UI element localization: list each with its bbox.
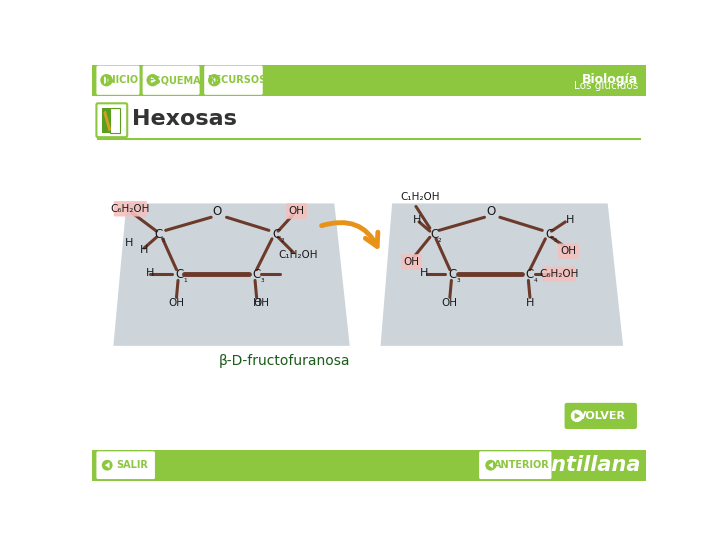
Polygon shape [575, 413, 581, 419]
FancyBboxPatch shape [558, 244, 579, 259]
Text: H: H [125, 239, 133, 248]
FancyBboxPatch shape [564, 403, 637, 429]
Polygon shape [212, 76, 218, 84]
Text: H: H [420, 268, 428, 278]
Text: ₁: ₁ [183, 275, 186, 284]
Text: C: C [449, 268, 457, 281]
Text: C: C [176, 268, 184, 281]
Text: H: H [140, 245, 148, 254]
Text: ₃: ₃ [260, 275, 264, 284]
Text: O: O [486, 205, 495, 218]
Circle shape [100, 74, 112, 86]
FancyBboxPatch shape [143, 65, 199, 95]
Polygon shape [381, 204, 623, 346]
Text: ₂: ₂ [438, 235, 441, 244]
Circle shape [571, 410, 583, 422]
FancyArrowPatch shape [322, 222, 378, 246]
Text: ANTERIOR: ANTERIOR [494, 460, 549, 470]
FancyBboxPatch shape [96, 451, 155, 479]
Text: ESQUEMA: ESQUEMA [148, 75, 201, 85]
Text: C: C [546, 228, 554, 241]
Circle shape [102, 460, 112, 470]
FancyBboxPatch shape [479, 451, 552, 479]
Text: C: C [526, 268, 534, 281]
Polygon shape [150, 76, 156, 84]
Text: INICIO: INICIO [104, 75, 138, 85]
Text: O: O [212, 205, 222, 218]
Text: C: C [431, 228, 438, 241]
Text: OH: OH [560, 246, 577, 256]
Polygon shape [488, 462, 493, 468]
FancyBboxPatch shape [96, 65, 140, 95]
FancyBboxPatch shape [287, 204, 307, 219]
Text: OH: OH [289, 206, 305, 216]
Text: Hexosas: Hexosas [132, 109, 237, 129]
Circle shape [485, 460, 496, 470]
Text: OH: OH [168, 299, 184, 308]
Text: OH: OH [442, 299, 458, 308]
Text: C₁H₂OH: C₁H₂OH [401, 192, 441, 202]
FancyBboxPatch shape [204, 65, 263, 95]
Text: Santillana: Santillana [522, 455, 641, 475]
Text: C: C [272, 228, 281, 241]
Text: ₂: ₂ [280, 235, 284, 244]
Text: H: H [253, 299, 261, 308]
Bar [102, 108, 109, 132]
Polygon shape [104, 110, 111, 132]
Bar [110, 108, 120, 132]
Text: H: H [526, 299, 534, 308]
Text: VOLVER: VOLVER [577, 411, 626, 421]
FancyBboxPatch shape [543, 267, 576, 282]
Text: H: H [566, 215, 574, 225]
Text: C₁H₂OH: C₁H₂OH [279, 250, 318, 260]
Text: H: H [146, 268, 155, 278]
Bar [92, 65, 647, 96]
Text: ₃: ₃ [456, 275, 460, 284]
Text: RECURSOS: RECURSOS [207, 75, 266, 85]
Polygon shape [113, 204, 350, 346]
FancyBboxPatch shape [114, 201, 147, 217]
Text: OH: OH [253, 299, 269, 308]
FancyBboxPatch shape [96, 103, 127, 137]
Text: C: C [154, 228, 162, 241]
Text: OH: OH [403, 257, 419, 267]
Text: β-D-fructofuranosa: β-D-fructofuranosa [219, 354, 350, 368]
Text: Biología: Biología [582, 72, 639, 85]
Bar [92, 96, 647, 142]
FancyBboxPatch shape [401, 254, 422, 269]
Text: H: H [413, 215, 422, 225]
Text: ₅: ₅ [161, 235, 165, 244]
Polygon shape [104, 76, 110, 84]
Text: SALIR: SALIR [116, 460, 148, 470]
Circle shape [146, 74, 159, 86]
Text: ₅: ₅ [554, 235, 557, 244]
Bar [92, 450, 647, 481]
Text: C: C [253, 268, 261, 281]
Text: C₆H₂OH: C₆H₂OH [539, 269, 579, 279]
Text: C₆H₂OH: C₆H₂OH [111, 204, 150, 214]
Text: Los glúcidos: Los glúcidos [575, 81, 639, 91]
Text: ₄: ₄ [534, 275, 537, 284]
Polygon shape [105, 462, 109, 468]
Circle shape [208, 74, 220, 86]
